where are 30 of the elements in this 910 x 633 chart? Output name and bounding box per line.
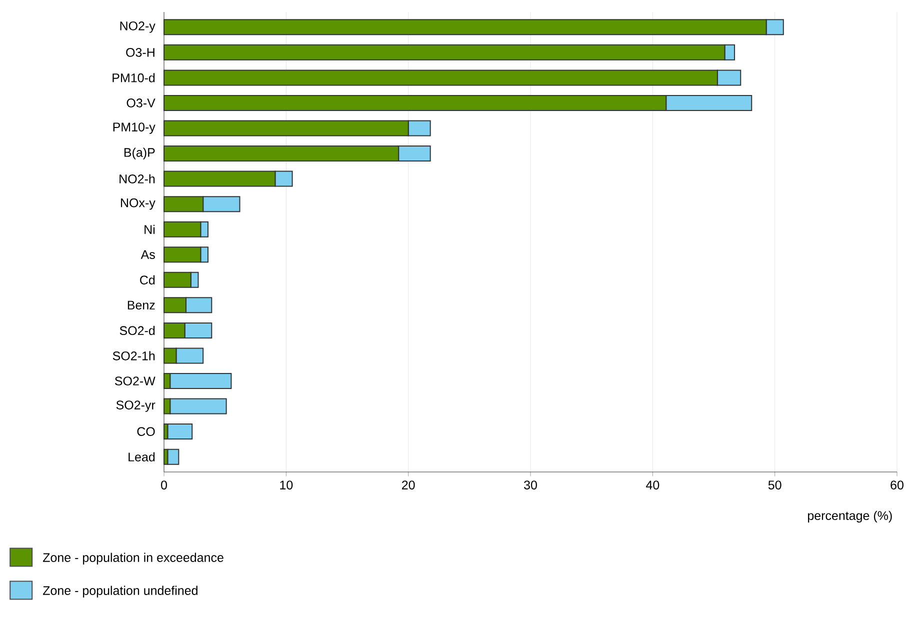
x-tick-label: 20 xyxy=(402,480,415,490)
y-tick-label: SO2-W xyxy=(114,376,156,386)
x-tick-label: 10 xyxy=(280,480,293,490)
y-tick-label: As xyxy=(140,250,155,259)
x-axis-title: percentage (%) xyxy=(808,510,892,522)
y-tick-label: NO2-y xyxy=(120,21,156,33)
y-tick-label: CO xyxy=(137,427,155,436)
x-tick-label: 30 xyxy=(524,480,537,490)
y-tick-label: O3-V xyxy=(126,98,156,108)
bar xyxy=(167,424,193,440)
legend-label: Zone - population undefined xyxy=(42,586,198,598)
y-tick-label: NOx-y xyxy=(121,198,156,210)
x-tick-label: 40 xyxy=(646,480,660,490)
x-tick-label: 60 xyxy=(890,480,904,490)
y-tick-label: NO2-h xyxy=(120,174,155,184)
y-tick-label: SO2-d xyxy=(120,326,155,336)
y-tick-label: SO2-yr xyxy=(116,400,156,412)
y-tick-label: Lead xyxy=(128,452,155,462)
y-tick-label: Cd xyxy=(140,275,155,284)
y-tick-label: SO2-1h xyxy=(112,351,155,360)
y-tick-label: PM10-d xyxy=(112,73,155,82)
x-tick-label: 0 xyxy=(161,480,167,490)
y-tick-label: B(a)P xyxy=(124,148,155,160)
y-tick-label: O3-H xyxy=(126,48,154,57)
legend-label: Zone - population in exceedance xyxy=(42,552,224,564)
y-tick-label: PM10-y xyxy=(113,122,156,134)
y-tick-label: Benz xyxy=(128,300,155,310)
x-tick-label: 50 xyxy=(768,480,782,490)
y-tick-label: Ni xyxy=(144,224,155,234)
bar xyxy=(167,448,180,465)
